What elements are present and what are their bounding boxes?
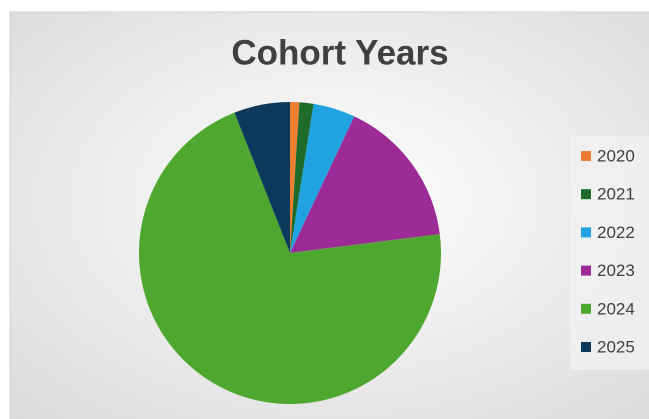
pie-slice xyxy=(290,102,314,253)
legend-label: 2023 xyxy=(597,261,635,280)
chart-title: Cohort Years xyxy=(231,33,448,72)
legend-label: 2022 xyxy=(597,223,635,242)
pie-slice xyxy=(290,102,300,253)
legend-swatch xyxy=(581,265,591,276)
legend-label: 2025 xyxy=(597,337,635,356)
legend-swatch xyxy=(581,227,591,238)
pie-slice xyxy=(290,116,440,253)
legend-label: 2024 xyxy=(597,299,635,318)
pie-slice xyxy=(139,112,442,404)
legend-swatch xyxy=(581,303,591,314)
legend-swatch xyxy=(581,342,591,352)
pie-slice xyxy=(234,102,290,253)
legend-swatch xyxy=(581,151,591,161)
legend-label: 2020 xyxy=(597,146,635,165)
legend-swatch xyxy=(581,189,591,200)
legend-label: 2021 xyxy=(597,185,635,204)
pie-slice xyxy=(290,103,355,253)
legend-box xyxy=(570,136,649,370)
